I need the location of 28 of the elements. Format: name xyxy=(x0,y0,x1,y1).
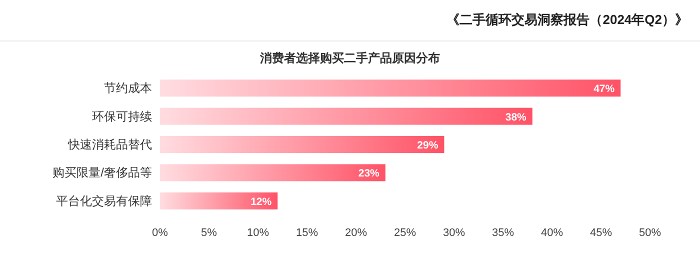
x-tick-label: 5% xyxy=(201,227,218,239)
x-tick-label: 45% xyxy=(590,227,612,239)
x-tick-label: 10% xyxy=(246,227,270,239)
y-tick-label: 购买限量/奢侈品等 xyxy=(52,166,152,180)
chart-title: 消费者选择购买二手产品原因分布 xyxy=(259,51,440,65)
x-tick-label: 15% xyxy=(296,227,318,239)
data-label: 23% xyxy=(358,168,380,180)
bar xyxy=(160,164,386,182)
x-tick-label: 0% xyxy=(152,227,168,239)
x-tick-label: 20% xyxy=(344,227,368,239)
x-tick-label: 35% xyxy=(492,227,514,239)
x-tick-label: 40% xyxy=(540,227,564,239)
y-tick-label: 节约成本 xyxy=(104,81,152,96)
bar xyxy=(160,192,278,210)
y-tick-label: 快速消耗品替代 xyxy=(67,138,152,152)
data-label: 47% xyxy=(594,83,616,96)
data-label: 38% xyxy=(505,111,528,124)
bar xyxy=(160,108,532,125)
data-label: 29% xyxy=(417,140,439,152)
bar xyxy=(160,80,621,97)
y-tick-label: 环保可持续 xyxy=(92,109,152,124)
y-tick-label: 平台化交易有保障 xyxy=(56,194,152,208)
x-tick-label: 30% xyxy=(442,227,466,239)
chart-subtitle: 《二手循环交易洞察报告（2024年Q2）》 xyxy=(446,12,688,27)
data-label: 12% xyxy=(250,196,272,208)
x-tick-label: 25% xyxy=(394,227,416,239)
x-tick-label: 50% xyxy=(638,227,662,239)
bar xyxy=(160,136,444,153)
